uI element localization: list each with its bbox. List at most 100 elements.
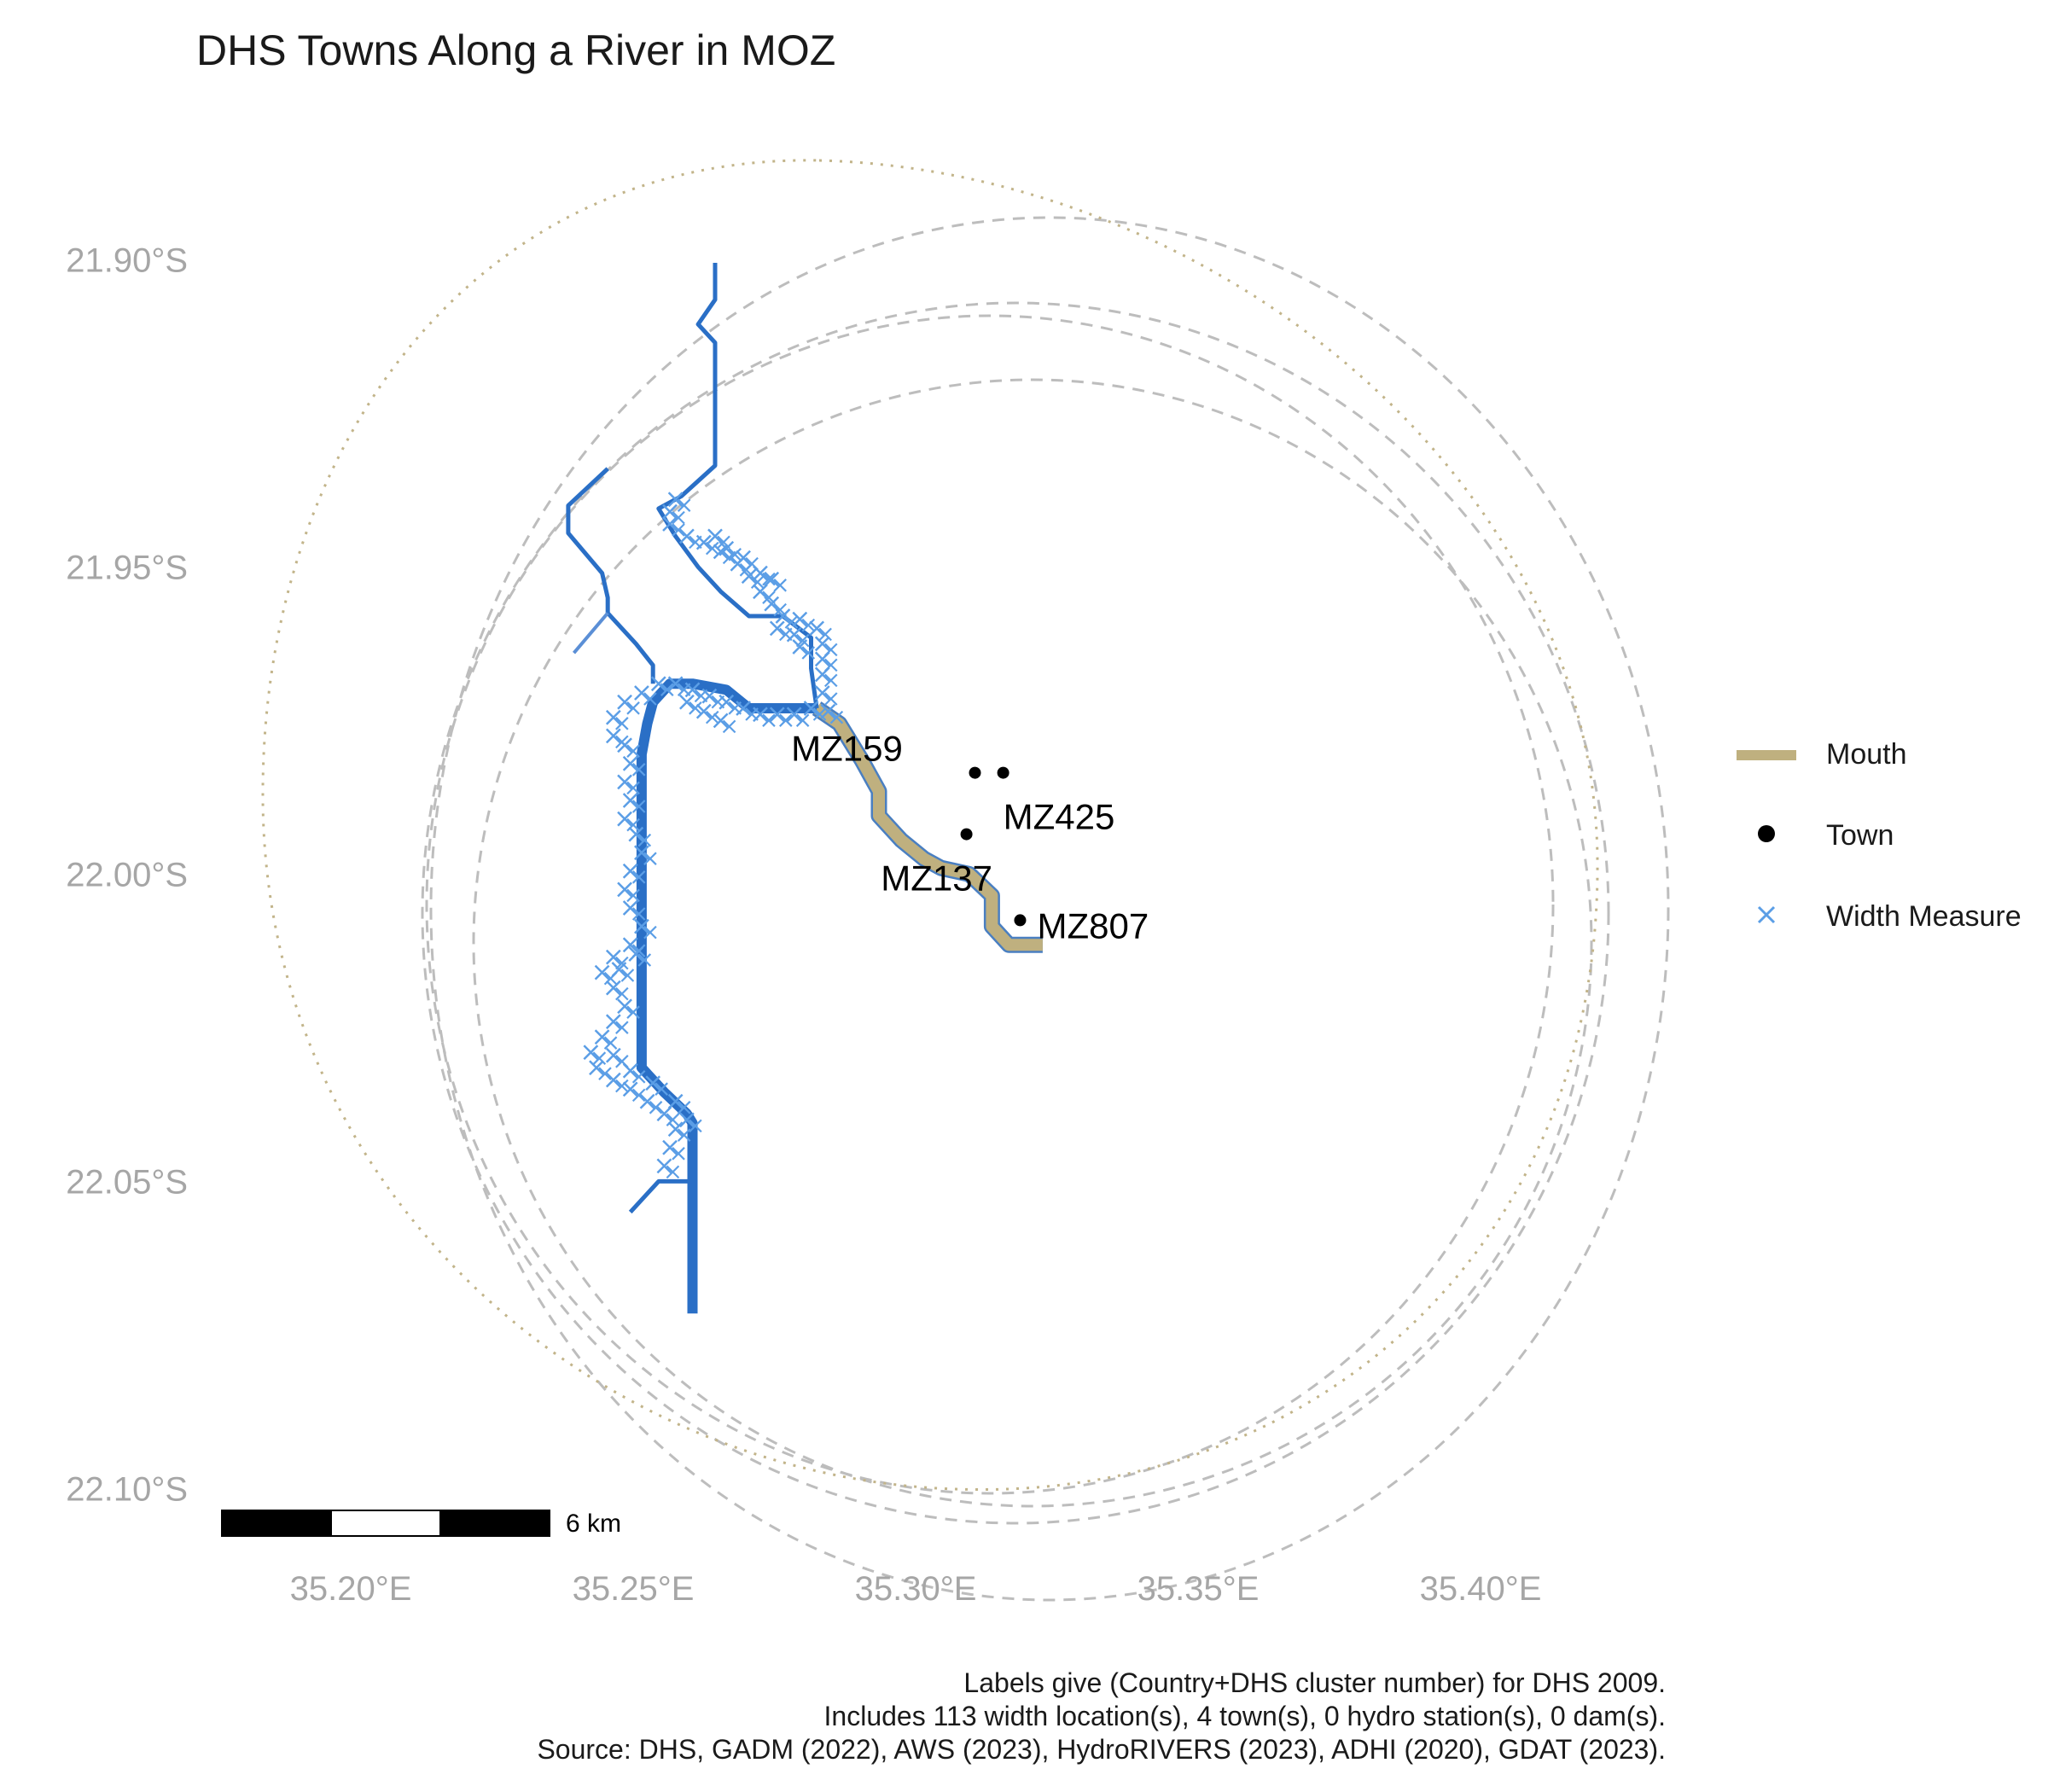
width-measure-marker (656, 1106, 672, 1122)
width-measure-marker (605, 709, 621, 725)
x-tick-label: 35.20°E (290, 1570, 412, 1608)
width-measure-marker (722, 719, 736, 734)
map-title: DHS Towns Along a River in MOZ (196, 26, 836, 74)
width-measure-marker (611, 962, 627, 977)
y-tick-label: 21.95°S (66, 550, 188, 587)
width-measure-marker (814, 666, 830, 683)
width-measure-marker (677, 683, 691, 696)
river-north-trib (656, 263, 819, 709)
width-measure-marker (764, 571, 780, 587)
river-main-stem (636, 678, 817, 1314)
width-measure-marker (598, 1067, 612, 1080)
town-label-mz807: MZ807 (1037, 905, 1149, 945)
width-measure-marker (672, 1147, 685, 1161)
width-measure-marker (622, 863, 638, 879)
width-measure-marker (631, 1088, 646, 1103)
width-measure-marker (628, 826, 644, 842)
width-measure-marker (615, 986, 629, 1001)
axis-ticks: 21.90°S 21.95°S 22.00°S 22.05°S 22.10°S 35.20… (66, 242, 1541, 1608)
width-measure-marker (694, 689, 708, 703)
width-measure-marker (695, 703, 712, 719)
width-measure-marker (615, 1079, 629, 1093)
town-point-mz425 (997, 766, 1009, 779)
legend-item-town: Town (1724, 811, 2048, 892)
y-tick-label: 21.90°S (66, 242, 188, 280)
x-tick-label: 35.40°E (1420, 1570, 1542, 1608)
x-tick-label: 35.25°E (573, 1570, 695, 1608)
width-measure-marker (672, 510, 685, 525)
width-measure-marker (753, 584, 768, 600)
width-measure-marker (823, 692, 838, 706)
river-network (566, 263, 1043, 1314)
towns-layer: MZ159 MZ425 MZ137 MZ807 (791, 729, 1149, 946)
width-measure-marker (617, 998, 632, 1015)
river-south-trib (628, 1178, 693, 1214)
width-measure-marker (605, 949, 621, 965)
width-measure-marker (655, 1082, 668, 1096)
width-measure-marker (750, 575, 765, 589)
width-measure-marker (622, 793, 638, 808)
mouth-buffer-ring (261, 159, 1599, 1492)
width-measure-marker (643, 852, 657, 865)
width-measure-marker (784, 615, 799, 629)
width-measure-marker (643, 925, 657, 940)
width-measure-marker (620, 969, 635, 982)
width-measure-marker (773, 579, 787, 592)
width-measure-marker (786, 707, 802, 723)
width-measure-marker (650, 676, 666, 692)
width-measure-marker (711, 695, 725, 709)
width-measure-marker (666, 1165, 680, 1179)
buffer-ring (429, 216, 1670, 1602)
width-measure-marker (779, 713, 793, 727)
width-measure-marker (775, 608, 791, 624)
width-measure-marker (634, 845, 649, 861)
width-measure-marker (649, 1101, 663, 1114)
width-measure-marker (705, 710, 719, 724)
width-measure-marker (639, 1093, 655, 1109)
buffer-ring (421, 301, 1610, 1525)
width-measure-marker (622, 1062, 638, 1079)
width-measure-marker (643, 692, 657, 706)
width-measure-marker (741, 568, 757, 585)
legend-key-width-measure (1757, 905, 1776, 924)
width-measure-marker (728, 548, 742, 561)
width-measure-marker (803, 701, 819, 716)
width-measure-marker (823, 673, 838, 688)
width-measure-marker (667, 1121, 684, 1137)
width-measure-marker (628, 946, 644, 962)
width-measure-marker (818, 627, 832, 642)
width-measure-marker (645, 1075, 661, 1091)
width-measure-marker (689, 1119, 702, 1133)
buffer-ring (472, 378, 1593, 1508)
legend-label-mouth: Mouth (1826, 738, 1907, 771)
y-tick-label: 22.00°S (66, 857, 188, 894)
width-measure-marker (622, 900, 638, 916)
width-measure-marker (762, 572, 776, 586)
width-measure-marker (814, 685, 830, 701)
legend-item-width-measure: Width Measure (1724, 892, 2048, 973)
town-label-mz425: MZ425 (1004, 797, 1115, 837)
width-measure-marker (583, 1044, 599, 1061)
width-measure-marker (713, 713, 729, 729)
width-measure-marker (605, 980, 621, 996)
width-measure-marker (666, 1113, 680, 1126)
width-measure-marker (667, 492, 684, 508)
caption: Labels give (Country+DHS cluster number)… (130, 1667, 1666, 1766)
town-point-mz159 (969, 766, 981, 779)
width-measure-marker (622, 755, 638, 771)
width-measure-marker (814, 651, 830, 667)
width-measure-marker (660, 683, 674, 696)
width-measure-marker (736, 550, 751, 566)
width-measure-marker (594, 964, 610, 980)
width-measure-marker (626, 701, 640, 715)
width-measure-marker (603, 1036, 618, 1050)
width-measure-marker (605, 728, 621, 744)
width-measure-marker (634, 918, 649, 934)
width-measure-marker (662, 503, 678, 520)
town-buffers (421, 216, 1670, 1602)
width-measure-marker (753, 565, 768, 581)
width-measure-marker (617, 737, 632, 753)
width-measure-marker (605, 1047, 621, 1063)
width-measure-marker (617, 811, 632, 827)
